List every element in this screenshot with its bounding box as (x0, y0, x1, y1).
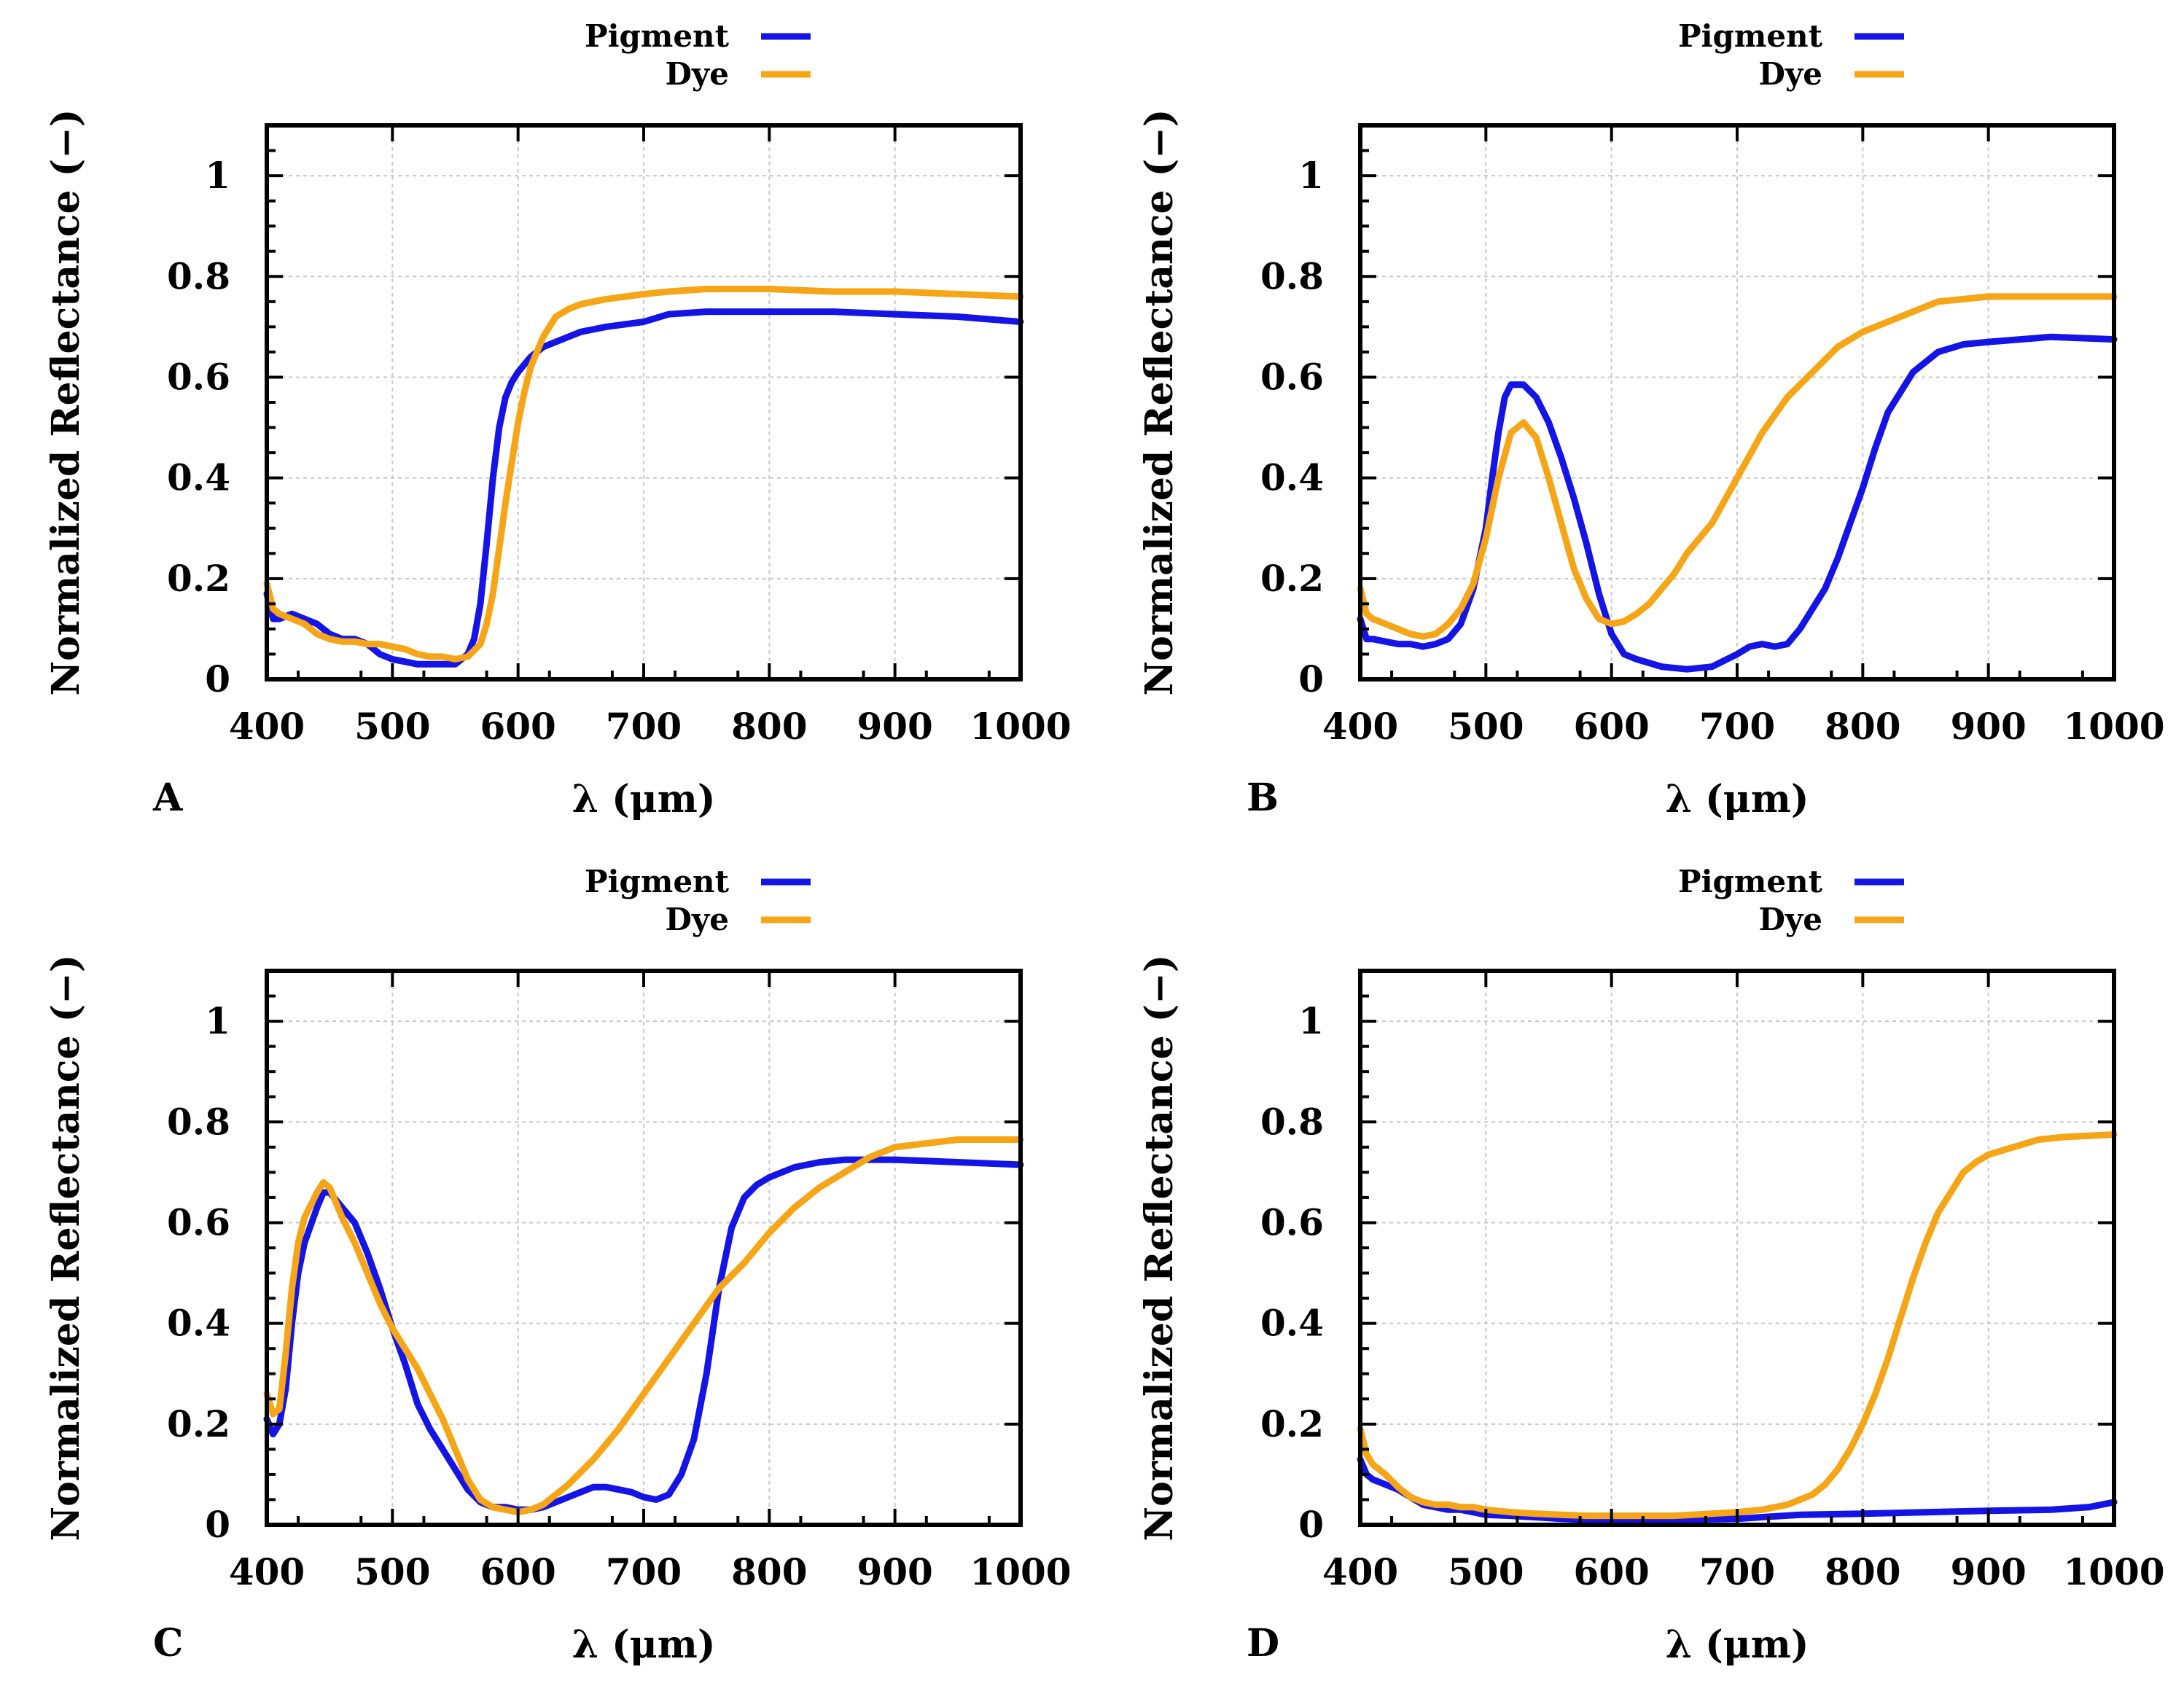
x-tick-label: 400 (1322, 705, 1398, 748)
x-tick-label: 700 (1699, 1550, 1775, 1593)
chart-panel-b: 400 500 600 700 800 900 1000 0 0.2 0.4 0.6 0.8 1 λ (μ… (1137, 18, 2165, 821)
x-tick-label: 800 (1825, 1550, 1900, 1593)
y-tick-label: 1 (1298, 154, 1324, 197)
x-tick-label: 700 (1699, 705, 1775, 748)
y-tick-label: 0 (205, 1503, 230, 1546)
legend-label-dye: Dye (665, 56, 729, 92)
y-tick-label: 0 (1298, 657, 1324, 700)
x-tick-label: 600 (480, 1550, 555, 1593)
y-tick-label: 0.4 (167, 456, 230, 499)
x-tick-label: 900 (857, 1550, 932, 1593)
chart-panel-a: 400 500 600 700 800 900 1000 0 0.2 0.4 0.6 0.8 1 λ (μ… (44, 18, 1072, 821)
y-tick-label: 1 (1298, 999, 1324, 1042)
x-tick-label: 500 (1448, 705, 1524, 748)
legend-label-pigment: Pigment (585, 18, 730, 54)
x-tick-label: 800 (1825, 705, 1900, 748)
legend-label-pigment: Pigment (1678, 864, 1823, 899)
y-tick-label: 0.8 (1260, 1100, 1324, 1143)
legend-label-pigment: Pigment (585, 864, 730, 899)
x-tick-label: 1000 (2063, 705, 2164, 748)
x-tick-label: 800 (731, 705, 807, 748)
y-tick-label: 0 (1298, 1503, 1324, 1546)
y-tick-label: 1 (205, 154, 230, 197)
x-tick-label: 700 (606, 1550, 682, 1593)
y-tick-label: 0.6 (1260, 355, 1324, 398)
y-tick-label: 0.2 (1260, 557, 1324, 600)
y-tick-label: 0.8 (1260, 254, 1324, 297)
y-tick-label: 0.2 (1260, 1402, 1324, 1445)
x-tick-label: 400 (1322, 1550, 1398, 1593)
legend-label-pigment: Pigment (1678, 18, 1823, 54)
panel-label: D (1247, 1621, 1279, 1665)
panel-label: C (153, 1621, 183, 1665)
x-tick-label: 600 (480, 705, 555, 748)
series-line-dye (263, 286, 1024, 663)
y-axis-label: Normalized Reflectance (−) (44, 955, 88, 1542)
x-tick-label: 400 (229, 1550, 305, 1593)
series-line-dye (1357, 1131, 2118, 1520)
series-line-dye (263, 1136, 1024, 1516)
y-tick-label: 0.2 (167, 557, 230, 600)
y-axis-label: Normalized Reflectance (−) (44, 109, 88, 696)
x-tick-label: 1000 (970, 705, 1071, 748)
y-tick-label: 0.8 (167, 254, 230, 297)
series-line-pigment (1357, 333, 2118, 673)
y-tick-label: 0.4 (1260, 1302, 1324, 1345)
x-axis-label: λ (μm) (572, 777, 716, 821)
y-tick-label: 0.2 (167, 1402, 230, 1445)
x-tick-label: 500 (354, 705, 430, 748)
panel-label: A (152, 776, 183, 820)
y-tick-label: 0.6 (167, 355, 230, 398)
x-tick-label: 500 (1448, 1550, 1524, 1593)
x-tick-label: 1000 (970, 1550, 1071, 1593)
x-axis-label: λ (μm) (1666, 1622, 1809, 1667)
chart-panel-c: 400 500 600 700 800 900 1000 0 0.2 0.4 0.6 0.8 1 λ (μ… (44, 864, 1072, 1667)
y-tick-label: 0.6 (167, 1200, 230, 1243)
y-tick-label: 0.8 (167, 1100, 230, 1143)
y-tick-label: 1 (205, 999, 230, 1042)
legend-label-dye: Dye (1758, 902, 1822, 937)
x-tick-label: 700 (606, 705, 682, 748)
y-axis-label: Normalized Reflectance (−) (1137, 955, 1182, 1542)
legend-label-dye: Dye (1758, 56, 1822, 92)
x-tick-label: 900 (857, 705, 932, 748)
x-tick-label: 900 (1950, 705, 2026, 748)
y-tick-label: 0.4 (1260, 456, 1324, 499)
y-tick-label: 0 (205, 657, 230, 700)
x-tick-label: 500 (354, 1550, 430, 1593)
x-tick-label: 600 (1573, 1550, 1649, 1593)
x-tick-label: 900 (1950, 1550, 2026, 1593)
panel-label: B (1247, 776, 1279, 820)
x-tick-label: 800 (731, 1550, 807, 1593)
x-tick-label: 600 (1573, 705, 1649, 748)
chart-panel-d: 400 500 600 700 800 900 1000 0 0.2 0.4 0.6 0.8 1 λ (μ… (1137, 864, 2165, 1667)
legend-label-dye: Dye (665, 902, 729, 937)
y-tick-label: 0.4 (167, 1302, 230, 1345)
y-tick-label: 0.6 (1260, 1200, 1324, 1243)
x-axis-label: λ (μm) (572, 1622, 716, 1667)
x-tick-label: 400 (229, 705, 305, 748)
x-tick-label: 1000 (2063, 1550, 2164, 1593)
series-line-pigment (263, 308, 1024, 668)
y-axis-label: Normalized Reflectance (−) (1137, 109, 1182, 696)
series-line-dye (1357, 293, 2118, 640)
x-axis-label: λ (μm) (1666, 777, 1809, 821)
